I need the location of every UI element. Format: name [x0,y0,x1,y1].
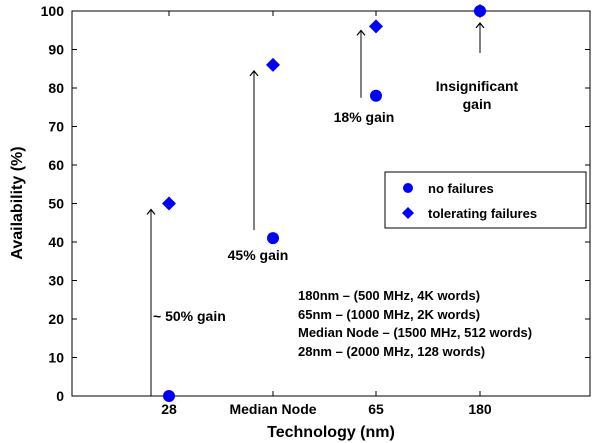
gain-annotations: ~ 50% gain 45% gain 18% gain Insignificant g… [153,78,519,324]
y-tick-label: 90 [48,42,64,58]
y-tick-label: 10 [48,350,64,366]
x-tick-label: 180 [468,401,492,417]
y-tick-label: 100 [41,3,65,19]
point-tolerating-failures [162,196,176,211]
y-tick-label: 50 [48,196,64,212]
x-tick-label: 28 [161,401,177,417]
gain-annotation: 45% gain [228,247,289,263]
legend-label-tolerating-failures: tolerating failures [428,206,537,221]
x-axis-ticks: 28 Median Node 65 180 [161,11,492,417]
gain-annotation: 18% gain [334,109,395,125]
x-tick-label: Median Node [229,401,316,417]
y-tick-label: 30 [48,273,64,289]
gain-annotation: Insignificant [436,78,519,94]
y-tick-label: 40 [48,234,64,250]
legend: no failures tolerating failures [384,171,587,229]
y-axis-label: Availability (%) [9,146,26,259]
y-tick-label: 60 [48,157,64,173]
point-tolerating-failures [369,19,383,34]
x-tick-label: 65 [368,401,384,417]
y-tick-label: 20 [48,311,64,327]
y-tick-label: 0 [56,388,64,404]
y-tick-label: 80 [48,80,64,96]
legend-marker-no-failures [403,183,413,193]
gain-arrows [151,23,480,396]
spec-line: 28nm – (2000 MHz, 128 words) [298,344,485,359]
technology-specs: 180nm – (500 MHz, 4K words) 65nm – (1000… [298,288,532,359]
legend-box [384,171,587,229]
point-tolerating-failures [266,57,280,72]
y-axis-ticks: 0 10 20 30 40 50 60 70 80 90 100 [41,3,590,404]
legend-marker-tolerating-failures [402,207,414,219]
point-no-failures [370,89,382,102]
point-tolerating-failures [473,4,487,18]
gain-annotation: ~ 50% gain [153,308,226,324]
point-no-failures [267,232,279,245]
spec-line: 180nm – (500 MHz, 4K words) [298,288,480,303]
spec-line: Median Node – (1500 MHz, 512 words) [298,325,532,340]
gain-annotation: gain [463,96,492,112]
x-axis-label: Technology (nm) [267,424,395,441]
data-points [162,4,487,402]
legend-label-no-failures: no failures [428,181,494,196]
point-no-failures [163,390,175,402]
y-tick-label: 70 [48,119,64,135]
spec-line: 65nm – (1000 MHz, 2K words) [298,307,480,322]
